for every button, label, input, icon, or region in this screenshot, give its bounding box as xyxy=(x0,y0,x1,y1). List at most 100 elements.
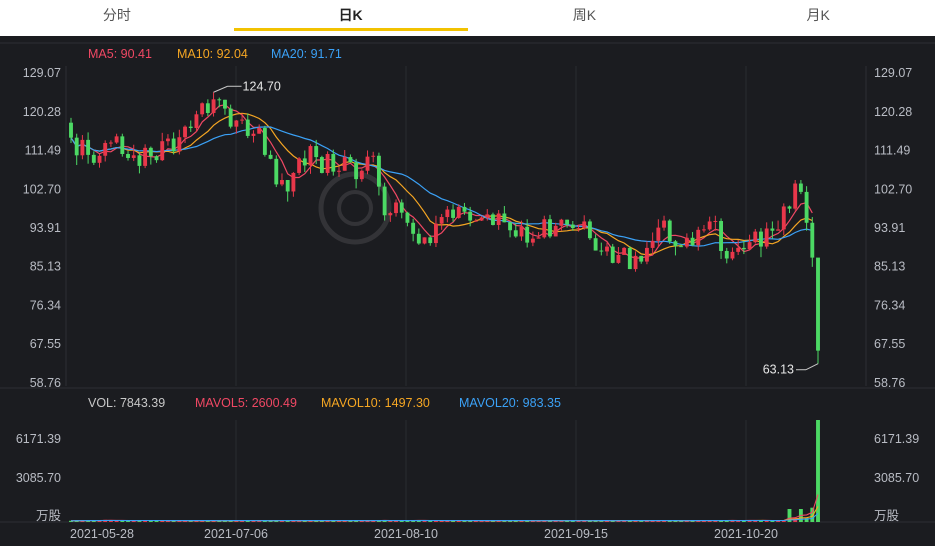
candle-body xyxy=(736,247,741,252)
volume-bar xyxy=(479,521,484,523)
volume-bar xyxy=(644,520,649,522)
price-legend: MA5: 90.41 MA10: 92.04 MA20: 91.71 xyxy=(88,47,342,61)
volume-bar xyxy=(582,520,587,522)
price-tick-label: 129.07 xyxy=(23,66,61,80)
volume-bar xyxy=(268,520,273,522)
candle-body xyxy=(86,139,91,155)
candle-body xyxy=(245,119,250,136)
volume-bar xyxy=(781,520,786,522)
volume-bar xyxy=(348,520,353,522)
volume-bar xyxy=(291,520,296,522)
low-leader xyxy=(805,363,819,371)
candle-body xyxy=(451,209,455,218)
volume-bar xyxy=(240,520,245,522)
volume-bar xyxy=(434,520,438,522)
volume-bar xyxy=(234,520,239,522)
volume-bar xyxy=(787,508,792,522)
candle-body xyxy=(491,214,495,225)
tab-monthly-k[interactable]: 月K xyxy=(806,7,830,23)
candlestick-chart: MA5: 90.41 MA10: 92.04 MA20: 91.71 VOL: … xyxy=(0,36,935,546)
volume-bar xyxy=(359,520,364,522)
candle-body xyxy=(747,242,752,250)
legend-vol: VOL: 7843.39 xyxy=(88,396,165,410)
volume-bar xyxy=(217,520,222,522)
volume-bar xyxy=(285,520,290,522)
volume-bar xyxy=(764,520,769,522)
candle-body xyxy=(331,153,336,172)
volume-bar xyxy=(816,420,820,522)
volume-bar xyxy=(525,520,530,522)
candle-body xyxy=(684,237,689,247)
volume-bar xyxy=(542,520,547,522)
candle-body xyxy=(416,233,421,244)
chart-background xyxy=(0,36,935,546)
tab-intraday[interactable]: 分时 xyxy=(102,7,131,23)
volume-bar xyxy=(148,520,153,522)
candle-body xyxy=(508,222,513,231)
volume-bar xyxy=(80,520,85,522)
candle-body xyxy=(439,217,444,224)
candle-body xyxy=(337,170,341,172)
candle-body xyxy=(314,146,319,158)
volume-bar xyxy=(485,520,490,522)
volume-bar xyxy=(97,520,102,522)
candle-body xyxy=(240,119,245,121)
candle-body xyxy=(257,127,262,134)
candle-body xyxy=(485,214,490,218)
volume-bar xyxy=(86,520,91,522)
candle-body xyxy=(667,220,672,242)
volume-bar xyxy=(753,520,758,522)
candle-body xyxy=(376,155,381,187)
volume-bar xyxy=(439,520,444,522)
volume-bar xyxy=(508,520,513,522)
candle-body xyxy=(713,221,718,223)
extreme-annotations: 124.70 63.13 xyxy=(213,79,819,377)
candle-body xyxy=(411,222,416,234)
candle-body xyxy=(280,180,284,185)
candle-body xyxy=(548,219,552,237)
candle-body xyxy=(388,213,393,216)
candle-body xyxy=(422,237,427,244)
volume-bar xyxy=(724,520,729,522)
price-tick-label: 129.07 xyxy=(874,66,912,80)
period-tabs: 分时 日K 周K 月K xyxy=(0,0,935,36)
volume-bar xyxy=(491,520,495,522)
candle-body xyxy=(137,155,142,166)
volume-bar xyxy=(593,520,598,522)
candle-body xyxy=(525,226,530,243)
candle-body xyxy=(445,209,450,218)
candle-body xyxy=(428,237,433,244)
volume-tick-label: 3085.70 xyxy=(874,471,919,485)
candle-body xyxy=(633,255,638,270)
legend-mavol5: MAVOL5: 2600.49 xyxy=(195,396,297,410)
candle-body xyxy=(234,120,239,127)
tab-daily-k[interactable]: 日K xyxy=(233,0,468,36)
candle-body xyxy=(228,108,233,127)
volume-bar xyxy=(137,520,142,522)
volume-bar xyxy=(627,520,632,522)
candle-body xyxy=(730,251,735,259)
volume-bar xyxy=(519,520,524,522)
volume-bar xyxy=(371,520,376,522)
candle-body xyxy=(559,219,564,226)
candle-body xyxy=(200,103,205,115)
candle-body xyxy=(719,221,723,251)
volume-bar xyxy=(702,520,706,522)
candle-body xyxy=(371,155,376,157)
price-axis-left: 129.07 120.28 111.49 102.70 93.91 85.13 76.34 6… xyxy=(23,66,61,390)
high-annotation: 124.70 xyxy=(243,79,281,93)
candle-body xyxy=(166,138,170,142)
tab-weekly-k[interactable]: 周K xyxy=(572,7,597,23)
volume-bar xyxy=(194,520,199,522)
price-tick-label: 111.49 xyxy=(25,144,61,158)
volume-bar xyxy=(662,520,666,522)
volume-bar xyxy=(331,520,336,522)
candle-body xyxy=(177,137,182,152)
candle-body xyxy=(650,240,655,248)
volume-bar xyxy=(741,520,746,522)
price-tick-label: 76.34 xyxy=(30,298,61,312)
candle-body xyxy=(297,158,302,173)
price-tick-label: 120.28 xyxy=(874,105,912,119)
candle-body xyxy=(707,221,712,230)
candle-body xyxy=(291,172,296,192)
